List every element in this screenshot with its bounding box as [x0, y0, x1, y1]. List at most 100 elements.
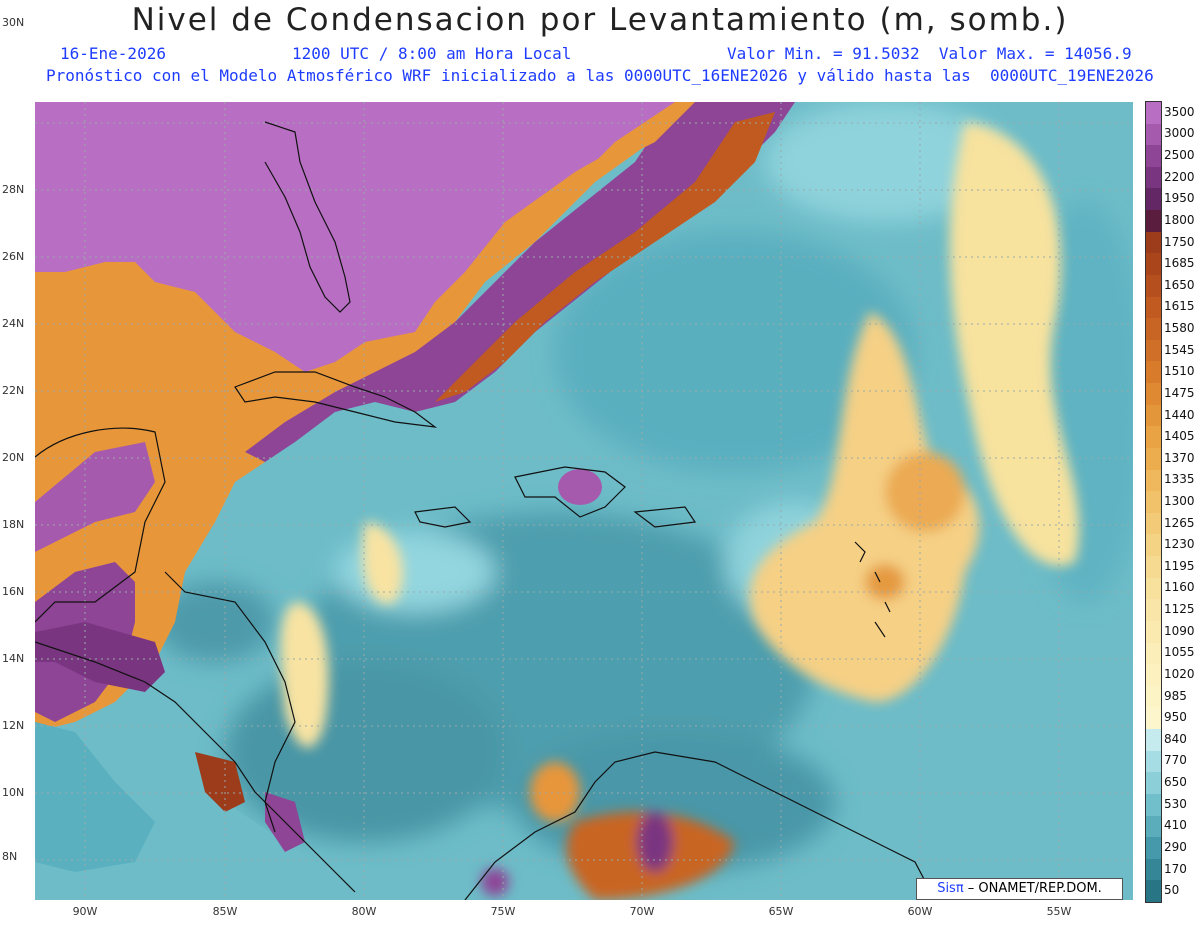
lat-label-10n: 10N: [2, 786, 25, 799]
colorbar-swatch: [1146, 361, 1161, 384]
colorbar-swatch: [1146, 339, 1161, 362]
colorbar-swatch: [1146, 469, 1161, 492]
min-max-values: Valor Min. = 91.5032 Valor Max. = 14056.…: [727, 44, 1132, 63]
colorbar-label: 950: [1164, 710, 1187, 725]
colorbar-label: 1370: [1164, 450, 1195, 465]
lat-label-16n: 16N: [2, 585, 25, 598]
colorbar-label: 1055: [1164, 645, 1195, 660]
colorbar-label: 1950: [1164, 191, 1195, 206]
lat-label-24n: 24N: [2, 317, 25, 330]
credit-logo: Sisπ: [937, 881, 964, 896]
lat-label-8n: 8N: [2, 850, 18, 863]
colorbar-swatch: [1146, 707, 1161, 730]
colorbar-label: 1230: [1164, 537, 1195, 552]
colorbar-label: 1800: [1164, 212, 1195, 227]
colorbar-swatch: [1146, 772, 1161, 795]
colorbar-swatch: [1146, 556, 1161, 579]
colorbar-swatch: [1146, 166, 1161, 189]
colorbar: [1145, 101, 1162, 903]
colorbar-label: 410: [1164, 818, 1187, 833]
colorbar-swatch: [1146, 123, 1161, 146]
colorbar-label: 1090: [1164, 623, 1195, 638]
colorbar-label: 1650: [1164, 277, 1195, 292]
lat-label-26n: 26N: [2, 250, 25, 263]
colorbar-swatch: [1146, 231, 1161, 254]
lon-label-75w: 75W: [490, 905, 516, 918]
colorbar-swatch: [1146, 512, 1161, 535]
colorbar-label: 50: [1164, 883, 1180, 898]
map-canvas: [35, 102, 1133, 900]
lat-label-28n: 28N: [2, 183, 25, 196]
colorbar-swatch: [1146, 793, 1161, 816]
lon-label-90w: 90W: [72, 905, 98, 918]
colorbar-swatch: [1146, 664, 1161, 687]
colorbar-swatch: [1146, 620, 1161, 644]
map-title: Nivel de Condensacion por Levantamiento …: [131, 2, 1069, 38]
colorbar-label: 1580: [1164, 321, 1195, 336]
colorbar-swatch: [1146, 296, 1161, 319]
colorbar-label: 1615: [1164, 299, 1195, 314]
lon-label-70w: 70W: [629, 905, 655, 918]
colorbar-swatch: [1146, 685, 1161, 708]
colorbar-label: 1510: [1164, 364, 1195, 379]
dry-region-south: [481, 762, 735, 900]
colorbar-swatch: [1146, 404, 1161, 427]
colorbar-label: 985: [1164, 688, 1187, 703]
colorbar-label: 2200: [1164, 169, 1195, 184]
colorbar-label: 1160: [1164, 580, 1195, 595]
colorbar-label: 1545: [1164, 342, 1195, 357]
colorbar-swatch: [1146, 426, 1161, 449]
credit-text: – ONAMET/REP.DOM.: [963, 881, 1102, 896]
colorbar-swatch: [1146, 534, 1161, 557]
lat-label-20n: 20N: [2, 451, 25, 464]
coastlines: [35, 121, 936, 900]
lat-label-30n: 30N: [2, 16, 25, 29]
lat-label-14n: 14N: [2, 652, 25, 665]
dry-region: [35, 102, 795, 900]
hispaniola-dry-spot: [558, 469, 602, 505]
lat-label-12n: 12N: [2, 719, 25, 732]
colorbar-swatch: [1146, 491, 1161, 514]
colorbar-swatch: [1146, 318, 1161, 341]
forecast-time: 1200 UTC / 8:00 am Hora Local: [292, 44, 572, 63]
colorbar-label: 840: [1164, 731, 1187, 746]
colorbar-swatch: [1146, 858, 1161, 881]
colorbar-label: 1685: [1164, 256, 1195, 271]
colorbar-label: 1195: [1164, 558, 1195, 573]
colorbar-swatch: [1146, 447, 1161, 471]
colorbar-label: 2500: [1164, 148, 1195, 163]
colorbar-swatch: [1146, 577, 1161, 600]
credit-box: Sisπ – ONAMET/REP.DOM.: [916, 878, 1123, 900]
lon-label-65w: 65W: [768, 905, 794, 918]
lat-label-22n: 22N: [2, 384, 25, 397]
lat-label-18n: 18N: [2, 518, 25, 531]
forecast-date: 16-Ene-2026: [60, 44, 166, 63]
colorbar-label: 1265: [1164, 515, 1195, 530]
colorbar-label: 1020: [1164, 666, 1195, 681]
forecast-map: [35, 102, 1133, 900]
colorbar-label: 1125: [1164, 602, 1195, 617]
colorbar-label: 1440: [1164, 407, 1195, 422]
colorbar-label: 650: [1164, 775, 1187, 790]
colorbar-swatch: [1146, 274, 1161, 298]
colorbar-label: 1475: [1164, 385, 1195, 400]
colorbar-label: 1405: [1164, 429, 1195, 444]
colorbar-label: 1335: [1164, 472, 1195, 487]
colorbar-swatch: [1146, 642, 1161, 665]
colorbar-label: 170: [1164, 861, 1187, 876]
colorbar-swatch: [1146, 145, 1161, 168]
colorbar-label: 1300: [1164, 494, 1195, 508]
gridlines: [35, 102, 1133, 900]
colorbar-swatch: [1146, 880, 1161, 903]
colorbar-label: 3000: [1164, 126, 1195, 141]
colorbar-swatch: [1146, 815, 1161, 838]
colorbar-swatch: [1146, 750, 1161, 773]
colorbar-label: 3500: [1164, 104, 1195, 119]
colorbar-label: 1750: [1164, 234, 1195, 249]
colorbar-swatch: [1146, 210, 1161, 233]
colorbar-swatch: [1146, 837, 1161, 860]
colorbar-label: 770: [1164, 753, 1187, 768]
model-info: Pronóstico con el Modelo Atmosférico WRF…: [46, 66, 1154, 85]
colorbar-swatch: [1146, 383, 1161, 406]
lon-label-60w: 60W: [907, 905, 933, 918]
